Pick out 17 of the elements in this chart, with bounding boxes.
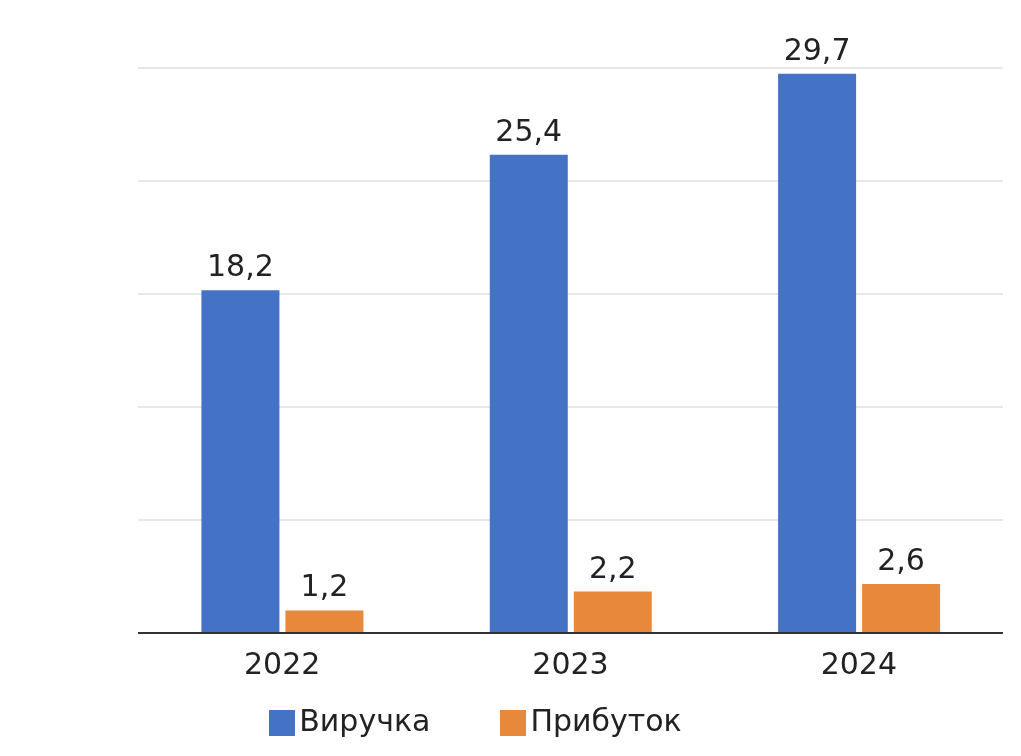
legend-label: Прибуток xyxy=(530,703,682,738)
x-tick-label: 2022 xyxy=(243,646,321,682)
data-label: 2,6 xyxy=(877,542,925,578)
x-tick-label: 2024 xyxy=(820,646,898,682)
data-label: 2,2 xyxy=(588,549,637,585)
bar xyxy=(778,73,857,633)
bar xyxy=(862,584,941,633)
data-label: 29,7 xyxy=(783,31,851,67)
x-tick-label: 2023 xyxy=(532,646,609,682)
data-label: 18,2 xyxy=(207,248,274,284)
legend-label: Виручка xyxy=(299,703,431,738)
bar xyxy=(489,154,568,633)
data-label: 25,4 xyxy=(495,112,563,148)
bar xyxy=(201,290,280,633)
data-label: 1,2 xyxy=(300,568,349,604)
bar xyxy=(573,591,652,633)
bar xyxy=(285,610,364,633)
